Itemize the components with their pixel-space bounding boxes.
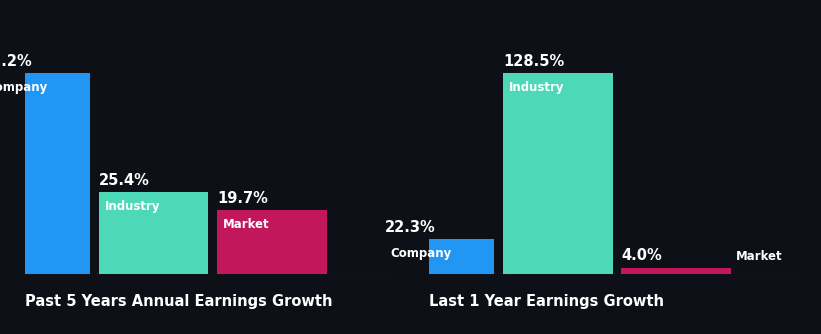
- Text: 22.3%: 22.3%: [385, 219, 436, 234]
- Bar: [99, 192, 209, 274]
- Text: Industry: Industry: [509, 81, 564, 94]
- Text: Industry: Industry: [104, 199, 160, 212]
- Bar: [503, 73, 612, 274]
- Text: Last 1 Year Earnings Growth: Last 1 Year Earnings Growth: [429, 294, 664, 309]
- Bar: [621, 268, 731, 274]
- Text: Past 5 Years Annual Earnings Growth: Past 5 Years Annual Earnings Growth: [25, 294, 333, 309]
- Text: 25.4%: 25.4%: [99, 173, 150, 187]
- Text: 19.7%: 19.7%: [217, 191, 268, 206]
- Bar: [385, 239, 494, 274]
- Bar: [217, 210, 327, 274]
- Text: Market: Market: [222, 218, 269, 231]
- Text: 62.2%: 62.2%: [0, 54, 32, 69]
- Text: 128.5%: 128.5%: [503, 54, 565, 69]
- Text: 4.0%: 4.0%: [621, 248, 662, 263]
- Text: Market: Market: [736, 250, 783, 263]
- Text: Company: Company: [0, 81, 48, 94]
- Bar: [0, 73, 90, 274]
- Text: Company: Company: [391, 246, 452, 260]
